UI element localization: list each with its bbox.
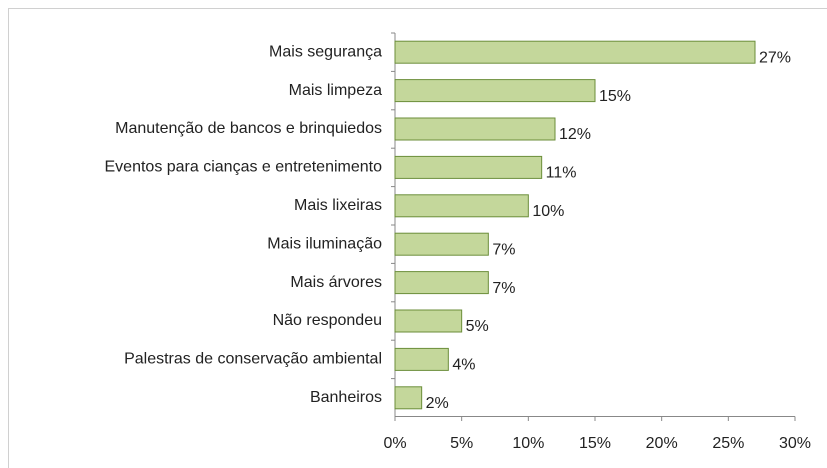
- value-label: 27%: [759, 49, 791, 66]
- y-tick-label: Mais árvores: [290, 274, 382, 291]
- bar: [394, 117, 556, 141]
- x-tick-label: 10%: [512, 435, 544, 452]
- y-tick-label: Mais segurança: [269, 43, 382, 60]
- x-tick-label: 0%: [383, 435, 406, 452]
- x-tick-label: 30%: [779, 435, 811, 452]
- y-tick-label: Mais iluminação: [267, 235, 382, 252]
- y-tick-label: Eventos para cianças e entretenimento: [105, 159, 383, 176]
- bar: [394, 347, 449, 371]
- bar: [394, 271, 489, 295]
- y-tick-label: Mais limpeza: [289, 82, 382, 99]
- x-tick-label: 15%: [579, 435, 611, 452]
- value-label: 7%: [492, 280, 515, 297]
- value-label: 12%: [559, 126, 591, 143]
- bar: [394, 40, 756, 64]
- y-tick-label: Mais lixeiras: [294, 197, 382, 214]
- value-label: 4%: [452, 357, 475, 374]
- bar: [394, 155, 543, 179]
- value-label: 5%: [466, 318, 489, 335]
- bar: [394, 232, 489, 256]
- chart-frame: [8, 8, 827, 468]
- y-tick-label: Manutenção de bancos e brinquiedos: [115, 120, 382, 137]
- value-label: 15%: [599, 88, 631, 105]
- x-tick-label: 5%: [450, 435, 473, 452]
- y-tick-label: Palestras de conservação ambiental: [124, 351, 382, 368]
- bar: [394, 309, 463, 333]
- y-tick-label: Não respondeu: [273, 312, 382, 329]
- bar: [394, 386, 423, 410]
- value-label: 11%: [546, 165, 577, 182]
- bar: [394, 79, 596, 103]
- x-tick-label: 25%: [712, 435, 744, 452]
- x-tick-label: 20%: [646, 435, 678, 452]
- bar: [394, 194, 529, 218]
- y-tick-label: Banheiros: [310, 389, 382, 406]
- value-label: 10%: [532, 203, 564, 220]
- value-label: 7%: [492, 241, 515, 258]
- value-label: 2%: [426, 395, 449, 412]
